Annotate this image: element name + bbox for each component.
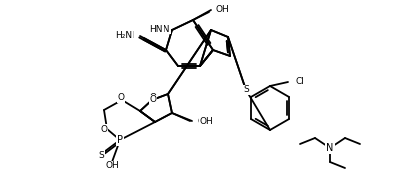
Text: HN: HN [149, 25, 163, 33]
Text: OH: OH [105, 162, 119, 170]
Text: HN: HN [156, 25, 170, 33]
Text: O: O [149, 93, 156, 102]
Text: H₂N: H₂N [115, 31, 132, 40]
Text: OH: OH [217, 6, 231, 16]
Text: O: O [149, 96, 156, 105]
Text: P: P [117, 135, 123, 145]
Text: S: S [243, 86, 249, 94]
Text: OH: OH [200, 116, 214, 126]
Text: O: O [100, 124, 107, 134]
Text: S: S [243, 86, 249, 94]
Text: OH: OH [198, 116, 212, 126]
Text: Cl: Cl [295, 77, 304, 86]
Text: S: S [98, 150, 104, 159]
Text: O: O [117, 93, 124, 102]
Text: N: N [326, 143, 334, 153]
Text: OH: OH [216, 6, 230, 14]
Text: H₂N: H₂N [117, 32, 134, 40]
